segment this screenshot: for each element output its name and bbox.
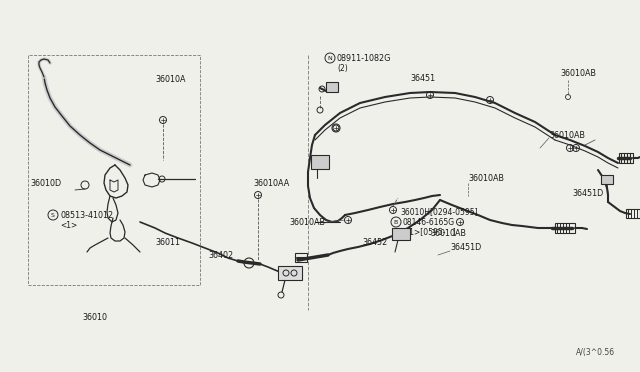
Text: 36010AB: 36010AB [430,228,466,237]
Text: 36010AB: 36010AB [560,68,596,77]
Text: 36010AB: 36010AB [468,173,504,183]
Text: 36452: 36452 [362,237,387,247]
Text: 36402: 36402 [208,250,233,260]
Text: (2): (2) [337,64,348,73]
Bar [295,253,307,262]
Text: 08146-6165G: 08146-6165G [403,218,455,227]
Bar [555,223,575,233]
Text: 36010H[0294-0595]: 36010H[0294-0595] [400,208,477,217]
Bar [278,266,302,280]
Bar [619,153,633,163]
Text: 36010A: 36010A [155,74,186,83]
Text: B: B [394,219,398,224]
Text: 36011: 36011 [155,237,180,247]
Text: N: N [328,55,332,61]
Text: S: S [51,212,55,218]
Bar [626,209,640,218]
Text: 36451D: 36451D [572,189,604,198]
Text: A/(3^0.56: A/(3^0.56 [576,347,615,356]
Text: 36010: 36010 [83,314,108,323]
Text: 08513-41012: 08513-41012 [60,211,113,219]
Bar [392,228,410,240]
Text: 36451: 36451 [410,74,435,83]
Bar [601,175,613,184]
Text: 36010AB: 36010AB [549,131,585,140]
Text: 08911-1082G: 08911-1082G [337,54,392,62]
Text: 36010D: 36010D [30,179,61,187]
Text: 36010AB: 36010AB [289,218,325,227]
Text: 36010AA: 36010AA [253,179,289,187]
Text: <1>: <1> [60,221,77,230]
Bar [326,82,338,92]
Bar [28,55,200,285]
Text: 36451D: 36451D [450,244,481,253]
Text: <1>[0595-   ]: <1>[0595- ] [403,228,456,237]
Bar [311,155,329,169]
